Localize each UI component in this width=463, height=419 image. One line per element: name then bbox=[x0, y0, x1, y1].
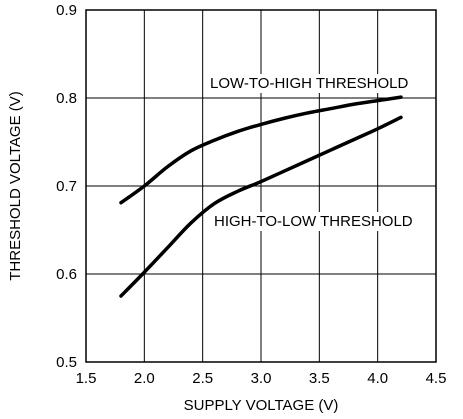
series-annotation-0: LOW-TO-HIGH THRESHOLD bbox=[210, 75, 409, 92]
x-tick-label: 4.5 bbox=[426, 370, 447, 387]
x-tick-label: 3.0 bbox=[251, 370, 272, 387]
series-annotations: LOW-TO-HIGH THRESHOLD HIGH-TO-LOW THRESHO… bbox=[207, 74, 416, 231]
x-tick-label: 2.5 bbox=[192, 370, 213, 387]
y-tick-labels: 0.5 0.6 0.7 0.8 0.9 bbox=[56, 2, 77, 371]
y-axis-label: THRESHOLD VOLTAGE (V) bbox=[7, 91, 24, 280]
series-lines bbox=[119, 95, 403, 298]
y-tick-label: 0.6 bbox=[56, 266, 77, 283]
x-axis-label: SUPPLY VOLTAGE (V) bbox=[184, 397, 339, 414]
x-tick-labels: 1.5 2.0 2.5 3.0 3.5 4.0 4.5 bbox=[76, 370, 447, 387]
x-tick-label: 3.5 bbox=[309, 370, 330, 387]
y-tick-label: 0.9 bbox=[56, 2, 77, 19]
annotation-background bbox=[211, 212, 416, 231]
x-tick-label: 1.5 bbox=[76, 370, 97, 387]
series-line-0 bbox=[119, 95, 403, 205]
y-tick-label: 0.7 bbox=[56, 178, 77, 195]
series-line-1 bbox=[119, 115, 403, 298]
y-tick-label: 0.5 bbox=[56, 354, 77, 371]
y-tick-label: 0.8 bbox=[56, 90, 77, 107]
x-tick-label: 2.0 bbox=[134, 370, 155, 387]
annotation-background bbox=[207, 74, 412, 93]
grid-lines bbox=[86, 10, 436, 362]
series-annotation-1: HIGH-TO-LOW THRESHOLD bbox=[214, 213, 413, 230]
x-tick-label: 4.0 bbox=[367, 370, 388, 387]
plot-frame bbox=[85, 9, 437, 363]
